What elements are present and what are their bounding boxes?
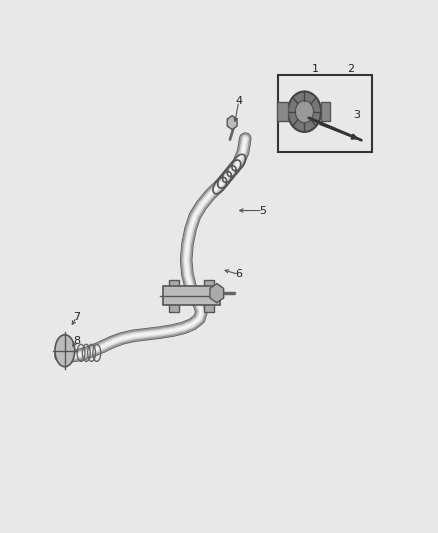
Bar [321,102,330,122]
Text: 4: 4 [235,96,242,106]
Polygon shape [210,284,224,303]
Circle shape [295,101,314,123]
Bar [278,75,372,152]
Bar [169,280,179,312]
Polygon shape [227,116,237,130]
Text: 6: 6 [235,270,242,279]
Bar [277,102,288,122]
Circle shape [288,92,321,132]
Bar [204,280,214,312]
Text: 8: 8 [73,336,80,346]
Bar [163,286,220,305]
Text: 2: 2 [347,64,354,74]
Text: 5: 5 [259,206,266,215]
Text: 7: 7 [73,312,80,322]
Ellipse shape [55,335,74,367]
Text: 1: 1 [312,64,319,74]
Text: 3: 3 [353,110,360,119]
